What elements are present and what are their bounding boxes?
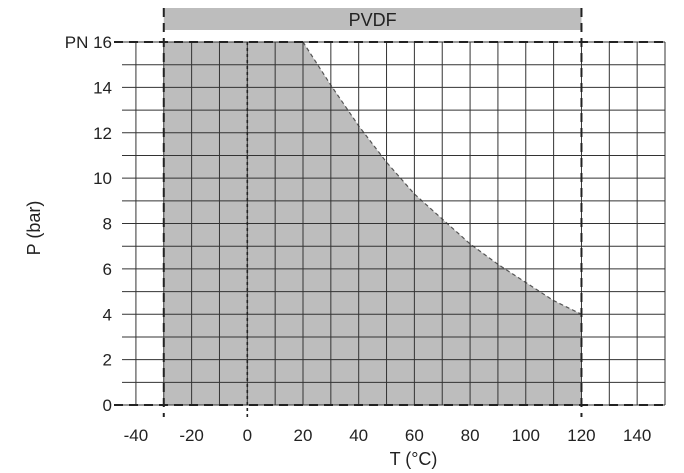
x-tick-label: 140 [623, 426, 651, 445]
x-tick-labels: -40 -20 0 20 40 60 80 100 120 140 [124, 426, 652, 445]
y-tick-label: 0 [103, 396, 112, 415]
material-band-bar [163, 8, 582, 30]
x-tick-label: -40 [124, 426, 149, 445]
x-tick-label: 60 [405, 426, 424, 445]
y-tick-label: 8 [103, 215, 112, 234]
x-tick-label: -20 [179, 426, 204, 445]
material-band [163, 8, 582, 30]
y-tick-label: 14 [93, 78, 112, 97]
limit-lines [114, 8, 665, 417]
x-tick-label: 80 [461, 426, 480, 445]
y-tick-label: 4 [103, 305, 112, 324]
x-tick-label: 20 [294, 426, 313, 445]
x-tick-label: 100 [512, 426, 540, 445]
material-label: PVDF [349, 10, 397, 30]
y-axis-title: P (bar) [24, 201, 44, 256]
x-tick-label: 0 [243, 426, 252, 445]
x-tick-label: 40 [349, 426, 368, 445]
y-tick-label: PN 16 [65, 33, 112, 52]
y-tick-labels: 0 2 4 6 8 10 12 14 PN 16 [65, 33, 112, 415]
x-tick-label: 120 [567, 426, 595, 445]
y-tick-label: 12 [93, 124, 112, 143]
y-tick-label: 10 [93, 169, 112, 188]
x-axis-title: T (°C) [390, 449, 438, 469]
y-tick-label: 6 [103, 260, 112, 279]
y-tick-label: 2 [103, 351, 112, 370]
